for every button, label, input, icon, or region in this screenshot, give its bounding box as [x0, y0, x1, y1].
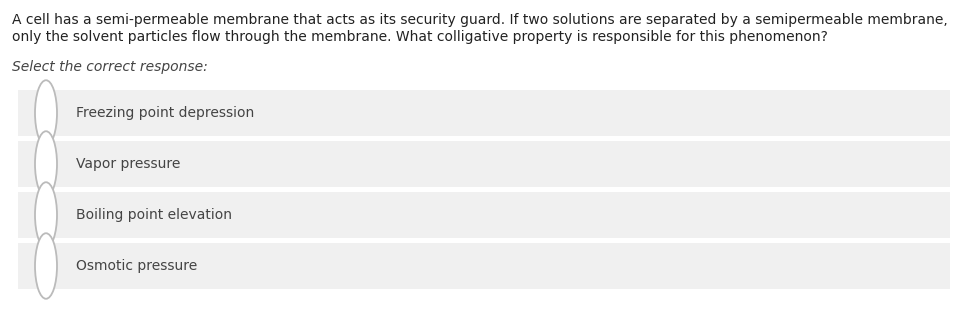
Text: Vapor pressure: Vapor pressure: [76, 157, 180, 171]
Bar: [18, 90, 950, 136]
Ellipse shape: [35, 233, 57, 299]
Text: Freezing point depression: Freezing point depression: [76, 106, 254, 120]
Bar: [18, 192, 950, 238]
Text: only the solvent particles flow through the membrane. What colligative property : only the solvent particles flow through …: [12, 30, 828, 44]
Text: Osmotic pressure: Osmotic pressure: [76, 259, 198, 273]
Text: Boiling point elevation: Boiling point elevation: [76, 208, 232, 222]
Bar: [18, 243, 950, 289]
Text: Select the correct response:: Select the correct response:: [12, 60, 208, 74]
Ellipse shape: [35, 131, 57, 197]
Text: A cell has a semi-permeable membrane that acts as its security guard. If two sol: A cell has a semi-permeable membrane tha…: [12, 13, 947, 27]
Ellipse shape: [35, 182, 57, 248]
Ellipse shape: [35, 80, 57, 146]
Bar: [18, 141, 950, 187]
